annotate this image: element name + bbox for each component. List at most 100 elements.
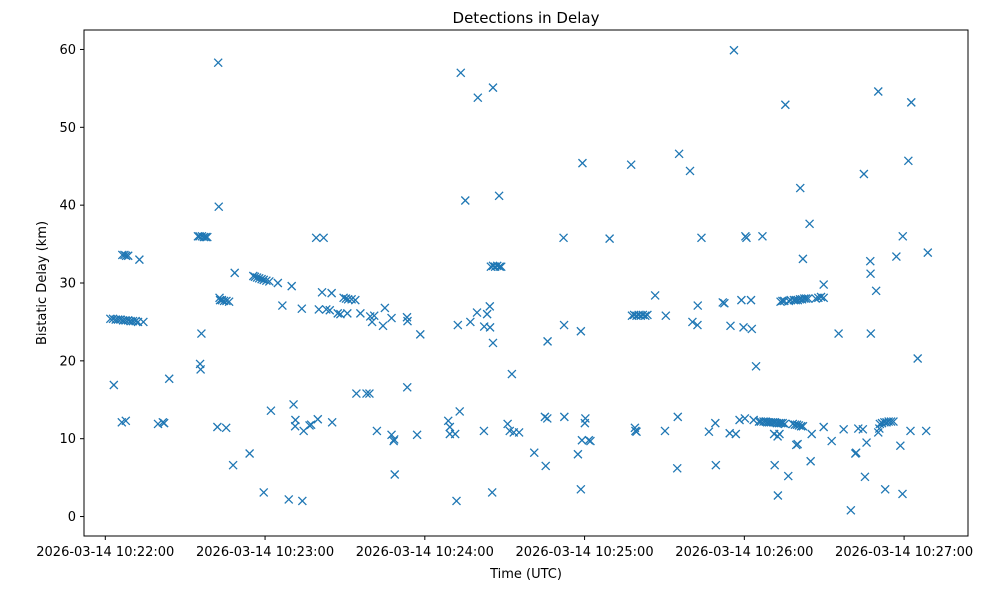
y-tick-label: 0 (68, 510, 76, 525)
data-point (923, 248, 933, 258)
data-point (739, 322, 748, 332)
data-point (834, 329, 844, 339)
data-point (488, 338, 498, 348)
data-point (290, 421, 300, 431)
data-point (131, 316, 141, 326)
data-point (807, 429, 817, 439)
x-tick-label: 2026-03-14 10:23:00 (196, 545, 334, 560)
y-axis-ticks: 0 10 20 30 40 50 60 (59, 43, 84, 525)
data-point (259, 487, 269, 497)
data-point (212, 422, 222, 432)
data-point (660, 426, 670, 436)
data-point (460, 196, 470, 205)
data-point (888, 417, 898, 427)
data-point (355, 308, 365, 318)
data-point (214, 202, 224, 212)
data-point (389, 436, 399, 446)
data-point (729, 45, 739, 55)
data-point (389, 435, 399, 444)
data-point (221, 296, 231, 306)
data-point (783, 471, 793, 481)
data-point (456, 68, 466, 78)
data-point (921, 426, 931, 436)
data-point (775, 429, 784, 439)
y-axis-label: Bistatic Delay (km) (35, 221, 50, 345)
data-point (865, 256, 875, 266)
data-point (693, 301, 703, 311)
data-point (891, 252, 901, 261)
data-point (805, 219, 815, 229)
data-point (350, 295, 360, 305)
data-point (736, 295, 746, 305)
data-point (542, 413, 552, 423)
data-point (284, 494, 294, 504)
data-point (503, 419, 513, 429)
data-point (862, 438, 872, 448)
data-point (661, 311, 671, 321)
data-point (777, 296, 787, 306)
data-point (273, 278, 283, 288)
data-point (266, 406, 276, 416)
data-point (780, 100, 790, 110)
data-point (415, 329, 425, 339)
data-point (573, 449, 583, 459)
data-point (473, 93, 483, 103)
data-point (321, 305, 331, 314)
data-point (196, 364, 206, 374)
data-point (873, 87, 883, 96)
data-point (202, 232, 212, 242)
data-point (452, 496, 461, 506)
data-point (866, 329, 876, 339)
data-point (811, 294, 821, 304)
data-point (224, 297, 234, 307)
x-tick-label: 2026-03-14 10:24:00 (356, 545, 494, 560)
data-points (105, 45, 933, 515)
data-point (903, 156, 913, 166)
data-point (819, 280, 829, 290)
data-point (445, 422, 455, 432)
data-point (906, 97, 916, 107)
data-point (704, 427, 714, 437)
data-point (866, 269, 876, 279)
data-point (726, 321, 735, 331)
data-point (742, 233, 751, 243)
data-point (650, 290, 660, 300)
data-point (257, 274, 267, 284)
data-point (697, 233, 706, 243)
data-point (487, 487, 497, 497)
data-point (311, 233, 321, 243)
y-tick-label: 50 (59, 121, 76, 136)
data-point (711, 460, 721, 470)
data-point (898, 231, 908, 241)
data-point (287, 281, 297, 291)
data-point (871, 286, 881, 296)
data-point (196, 329, 206, 339)
data-point (319, 233, 329, 243)
data-point (559, 412, 569, 422)
data-point (403, 316, 412, 326)
data-point (673, 412, 683, 422)
data-point (770, 460, 780, 470)
data-point (327, 288, 337, 298)
x-tick-label: 2026-03-14 10:26:00 (675, 545, 813, 560)
data-point (851, 448, 861, 458)
data-point (859, 169, 869, 179)
data-point (626, 160, 636, 170)
data-point (585, 436, 595, 446)
data-point (372, 426, 382, 436)
data-point (754, 417, 764, 427)
data-point (201, 232, 211, 242)
data-point (313, 414, 323, 424)
data-point (314, 305, 324, 314)
data-point (123, 251, 133, 261)
data-point (816, 292, 826, 302)
data-point (317, 287, 327, 297)
data-point (577, 158, 587, 168)
x-tick-label: 2026-03-14 10:25:00 (516, 545, 654, 560)
data-point (333, 308, 343, 318)
data-point (412, 430, 422, 440)
data-point (362, 389, 371, 399)
x-axis-ticks: 2026-03-14 10:22:00 2026-03-14 10:23:00 20… (36, 536, 973, 560)
data-point (343, 294, 353, 304)
data-point (453, 320, 463, 330)
